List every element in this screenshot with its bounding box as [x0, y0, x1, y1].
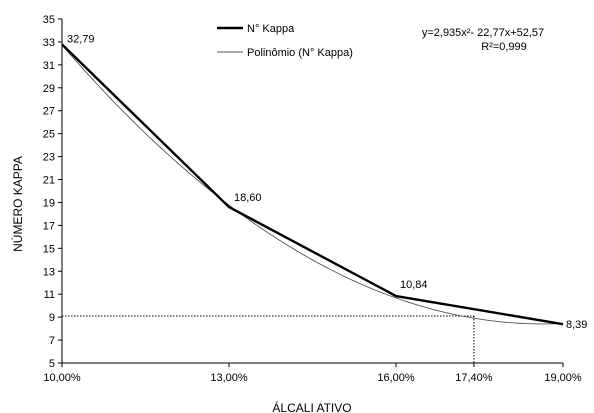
- data-label: 8,39: [566, 319, 587, 331]
- y-tick-label: 33: [43, 37, 55, 49]
- y-tick-label: 15: [43, 243, 55, 255]
- y-axis-title: NÚMERO KAPPA: [10, 156, 25, 252]
- y-tick-label: 35: [43, 14, 55, 26]
- trendline-equation: y=2,935x²- 22,77x+52,57: [422, 27, 544, 39]
- y-tick-label: 21: [43, 175, 55, 187]
- y-tick-label: 11: [44, 289, 55, 301]
- y-tick-label: 9: [49, 312, 55, 324]
- x-tick-label: 16,00%: [377, 372, 415, 384]
- y-tick-label: 5: [49, 358, 55, 370]
- y-tick-label: 29: [43, 83, 55, 95]
- x-tick-label: 17,40%: [455, 372, 493, 384]
- series-line-kappa: [61, 43, 564, 326]
- y-tick-label: 7: [49, 335, 55, 347]
- x-tick-label: 10,00%: [43, 372, 81, 384]
- legend-label-poly: Polinômio (N° Kappa): [247, 47, 353, 59]
- legend-label-kappa: N° Kappa: [247, 23, 295, 35]
- series: [61, 43, 564, 326]
- y-tick-label: 19: [43, 197, 55, 209]
- y-tick-label: 23: [43, 152, 55, 164]
- data-label: 10,84: [400, 279, 428, 291]
- series-line-polynomial: [61, 44, 564, 325]
- y-tick-label: 31: [43, 60, 55, 72]
- data-labels: 32,79 18,60 10,84 8,39: [67, 33, 587, 331]
- x-axis-title: ÁLCALI ATIVO: [272, 400, 351, 413]
- y-tick-label: 25: [43, 129, 55, 141]
- reference-lines: [62, 315, 475, 363]
- y-tick-label: 27: [43, 106, 55, 118]
- data-label: 18,60: [234, 192, 262, 204]
- y-tick-label: 13: [43, 266, 55, 278]
- data-label: 32,79: [67, 33, 95, 45]
- legend: N° Kappa Polinômio (N° Kappa): [217, 23, 353, 59]
- y-axis: 5 7 9 11 13 15 17 19 21 23 25 27 29 31 33 35: [43, 14, 63, 370]
- x-tick-label: 19,00%: [544, 372, 582, 384]
- x-axis: 10,00% 13,00% 16,00% 17,40% 19,00%: [43, 362, 582, 384]
- x-tick-label: 13,00%: [210, 372, 248, 384]
- y-tick-label: 17: [43, 220, 55, 232]
- r-squared: R²=0,999: [481, 41, 527, 53]
